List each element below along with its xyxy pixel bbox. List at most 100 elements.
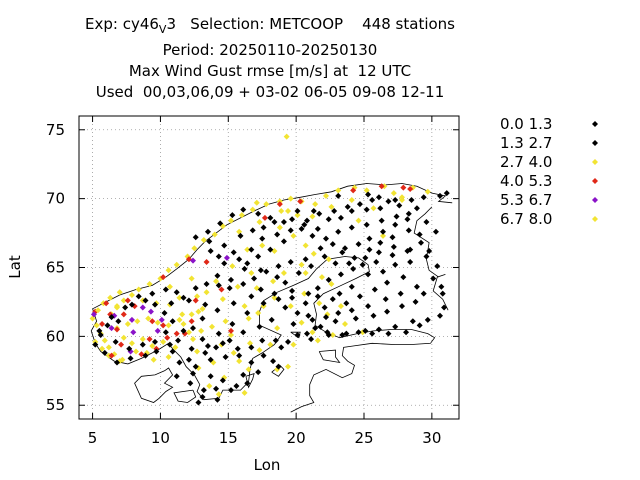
data-point — [199, 336, 206, 343]
data-point — [192, 297, 199, 304]
data-point — [294, 208, 301, 215]
data-point — [351, 254, 358, 261]
data-point — [335, 228, 342, 235]
data-point — [385, 198, 392, 205]
data-point — [115, 318, 122, 325]
data-point — [290, 341, 297, 348]
data-point — [312, 201, 319, 208]
data-point — [234, 283, 241, 290]
data-point — [332, 260, 339, 267]
data-point — [336, 290, 343, 297]
data-point — [329, 241, 336, 248]
data-point — [124, 320, 131, 327]
data-point — [149, 290, 156, 297]
data-point — [371, 286, 378, 293]
data-point — [169, 348, 176, 355]
data-point — [257, 286, 264, 293]
legend: 0.0 1.31.3 2.72.7 4.04.0 5.35.3 6.76.7 8… — [500, 115, 598, 228]
data-point — [298, 319, 305, 326]
x-tick-label: 5 — [88, 429, 98, 447]
data-point — [194, 348, 201, 355]
coast-line — [90, 256, 436, 413]
data-point — [317, 245, 324, 252]
data-point — [206, 238, 213, 245]
data-point — [237, 232, 244, 239]
data-point — [228, 217, 234, 224]
data-point — [274, 274, 281, 281]
data-point — [139, 341, 146, 348]
data-point — [282, 304, 289, 311]
data-point — [120, 297, 127, 304]
data-point — [207, 356, 214, 363]
data-point — [226, 285, 233, 292]
y-tick-label: 55 — [46, 396, 65, 414]
data-point — [191, 245, 198, 252]
data-point — [305, 312, 312, 319]
data-point — [318, 274, 325, 281]
data-point — [104, 322, 111, 329]
data-point — [280, 219, 287, 226]
data-point — [350, 187, 357, 194]
data-point — [362, 254, 369, 261]
data-point — [285, 208, 291, 215]
data-point — [162, 286, 169, 293]
data-point — [276, 224, 283, 231]
data-point — [423, 253, 430, 260]
data-point — [285, 338, 291, 345]
data-point — [214, 272, 221, 279]
data-point — [418, 239, 424, 246]
data-point — [173, 373, 180, 380]
coast-line — [173, 389, 197, 403]
data-point — [92, 341, 99, 348]
data-point — [146, 336, 153, 343]
coastline — [90, 183, 453, 413]
data-point — [222, 318, 229, 325]
data-point — [198, 327, 205, 334]
data-point — [399, 197, 405, 204]
data-point — [134, 318, 141, 325]
x-tick-label: 20 — [287, 429, 306, 447]
data-point — [149, 343, 156, 350]
data-point — [329, 296, 336, 303]
data-point — [280, 238, 287, 245]
data-point — [348, 307, 355, 314]
data-point — [328, 281, 335, 288]
data-point — [363, 206, 370, 213]
legend-label: 0.0 1.3 — [500, 115, 552, 133]
legend-marker — [592, 140, 598, 146]
data-point — [366, 246, 373, 253]
data-point — [290, 232, 297, 239]
data-point — [202, 349, 209, 356]
axis-ticks: 5 10 15 20 25 30 55 60 65 70 75 — [46, 116, 459, 447]
data-point — [240, 371, 247, 378]
data-point — [285, 363, 291, 370]
data-point — [369, 197, 376, 204]
data-point — [263, 268, 270, 275]
data-point — [278, 208, 285, 215]
data-point — [175, 337, 182, 344]
data-point — [230, 249, 237, 256]
data-point — [128, 340, 135, 347]
data-point — [244, 309, 251, 316]
data-point — [107, 294, 114, 301]
data-point — [211, 231, 218, 238]
data-point — [314, 293, 321, 300]
data-point — [432, 228, 439, 235]
data-point — [382, 296, 389, 303]
data-point — [176, 294, 183, 301]
data-point — [180, 320, 187, 327]
data-point — [289, 287, 296, 294]
data-point — [282, 279, 289, 286]
data-point — [316, 210, 323, 217]
data-point — [325, 276, 332, 283]
data-point — [169, 318, 176, 325]
data-point — [128, 316, 135, 323]
data-point — [263, 201, 270, 208]
data-point — [430, 275, 437, 282]
data-point — [328, 203, 335, 210]
data-point — [314, 337, 321, 344]
data-point — [409, 318, 416, 325]
data-point — [199, 393, 206, 400]
x-tick-label: 10 — [151, 429, 170, 447]
data-point — [164, 334, 171, 341]
